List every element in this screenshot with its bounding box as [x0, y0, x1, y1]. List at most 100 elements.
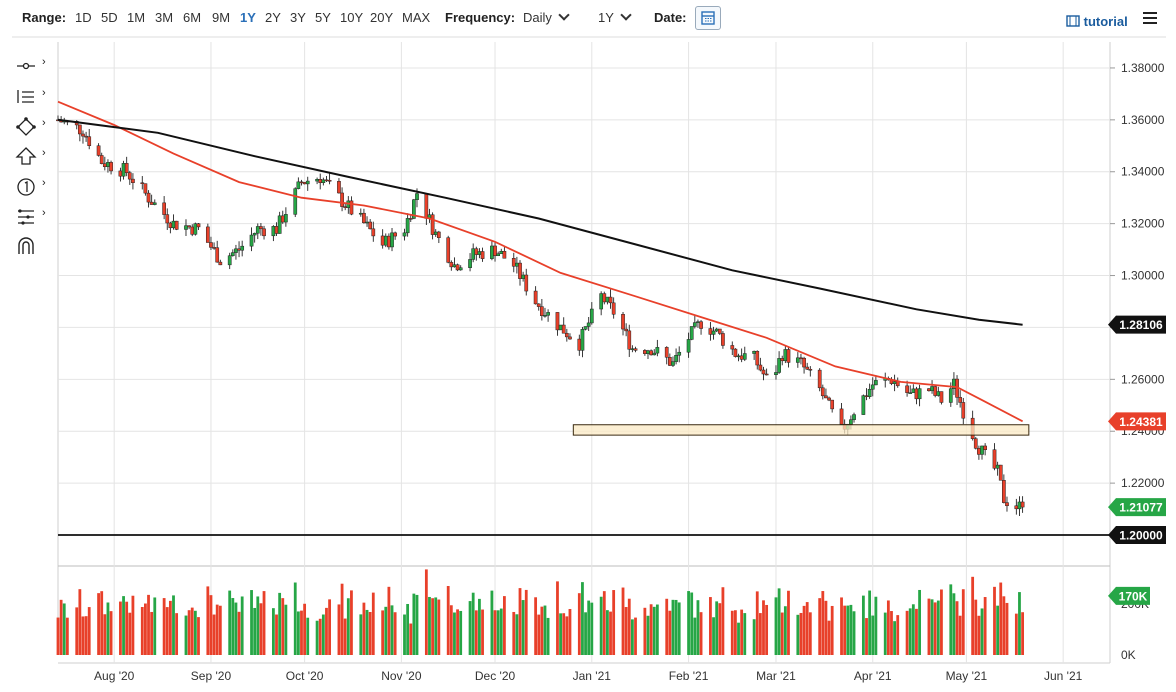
volume-bar: [843, 605, 847, 655]
candle-body: [284, 214, 288, 223]
candle-body: [764, 373, 769, 376]
range-button-5d[interactable]: 5D: [101, 10, 118, 25]
calendar-button[interactable]: [695, 6, 721, 30]
range-button-9m[interactable]: 9M: [212, 10, 231, 25]
range-button-1d[interactable]: 1D: [75, 10, 92, 25]
candle-body: [490, 245, 494, 259]
volume-bar: [1021, 612, 1024, 655]
x-tick-label: Sep '20: [191, 669, 232, 683]
volume-bar: [655, 604, 659, 655]
fibonacci-icon: [18, 209, 34, 225]
candle-body: [190, 226, 195, 235]
candle-body: [209, 242, 213, 248]
candle-body: [605, 296, 610, 303]
range-button-10y[interactable]: 10Y: [340, 10, 364, 25]
chevron-right-icon: ›: [42, 56, 46, 68]
range-button-6m[interactable]: 6M: [183, 10, 202, 25]
candle-body: [205, 226, 210, 243]
volume-bar: [434, 597, 438, 655]
volume-bar: [165, 607, 169, 655]
volume-bar: [128, 612, 132, 655]
volume-bar: [162, 598, 166, 655]
candle-body: [87, 136, 92, 146]
x-tick-label: Jun '21: [1044, 669, 1083, 683]
candle-body: [102, 163, 107, 167]
volume-bar: [524, 589, 528, 655]
volume-bar: [606, 610, 609, 655]
volume-bar: [140, 606, 144, 655]
volume-bar: [84, 616, 88, 655]
volume-bar: [281, 598, 285, 655]
range-label: Range:: [22, 10, 67, 25]
volume-bar: [915, 608, 918, 655]
fibonacci-tool[interactable]: ›: [14, 206, 50, 228]
candle-body: [237, 248, 241, 251]
range-button-3m[interactable]: 3M: [155, 10, 174, 25]
range-button-1y[interactable]: 1Y: [240, 10, 256, 25]
candle-body: [586, 322, 591, 327]
candle-body: [864, 395, 869, 397]
price-tag-label: 1.21077: [1119, 501, 1163, 515]
volume-bar: [546, 617, 550, 655]
volume-bar: [715, 601, 719, 655]
candle-body: [162, 202, 166, 215]
volume-bar: [783, 606, 787, 655]
volume-bar: [193, 610, 197, 655]
volume-bar: [393, 612, 397, 655]
range-button-max[interactable]: MAX: [402, 10, 431, 25]
volume-bar: [743, 613, 747, 655]
tutorial-link[interactable]: tutorial: [1066, 14, 1128, 29]
candle-body: [761, 369, 766, 375]
candle-body: [533, 290, 538, 305]
range-button-20y[interactable]: 20Y: [370, 10, 394, 25]
range-button-2y[interactable]: 2Y: [265, 10, 281, 25]
magnet-tool[interactable]: [14, 236, 50, 258]
volume-bar: [737, 622, 740, 655]
x-tick-label: Nov '20: [381, 669, 422, 683]
volume-bar: [271, 608, 275, 655]
range-button-3y[interactable]: 3Y: [290, 10, 306, 25]
range-button-5y[interactable]: 5Y: [315, 10, 331, 25]
candle-body: [908, 392, 913, 394]
candle-body: [127, 172, 132, 180]
volume-bar: [428, 596, 431, 655]
volume-bar: [234, 602, 238, 655]
candle-body: [774, 372, 778, 375]
menu-icon[interactable]: [1143, 12, 1157, 24]
candle-body: [56, 119, 60, 122]
candle-body: [124, 163, 129, 173]
volume-bar: [949, 584, 953, 655]
volume-bar: [381, 610, 385, 655]
candle-body: [81, 133, 85, 137]
volume-bar: [999, 582, 1003, 655]
candle-body: [259, 226, 263, 230]
annotation-tool[interactable]: ›: [14, 176, 50, 198]
volume-bar: [518, 588, 522, 655]
indicators-tool[interactable]: ›: [14, 86, 50, 108]
drawing-tool[interactable]: ›: [14, 116, 50, 138]
crosshair-tool[interactable]: ›: [14, 55, 50, 77]
candle-body: [227, 255, 232, 266]
candle-body: [118, 170, 123, 177]
candle-body: [74, 121, 79, 126]
volume-bar: [521, 600, 525, 655]
volume-bar: [827, 620, 831, 655]
candle-body: [895, 381, 900, 387]
volume-bar: [612, 590, 616, 655]
tutorial-label: tutorial: [1083, 14, 1128, 29]
volume-bar: [824, 600, 828, 655]
volume-bar: [1005, 602, 1009, 655]
arrow-tool[interactable]: ›: [14, 146, 50, 168]
candle-body: [540, 306, 544, 316]
period-select[interactable]: 1Y: [598, 9, 632, 25]
candle-body: [368, 221, 373, 230]
volume-bar: [499, 608, 503, 655]
volume-bar: [590, 602, 594, 655]
frequency-select[interactable]: Daily: [523, 9, 570, 25]
volume-bar: [403, 614, 406, 655]
candle-body: [939, 391, 944, 403]
range-button-1m[interactable]: 1M: [127, 10, 146, 25]
volume-bar: [890, 611, 893, 655]
volume-bar: [97, 593, 100, 655]
volume-bar: [624, 607, 628, 655]
